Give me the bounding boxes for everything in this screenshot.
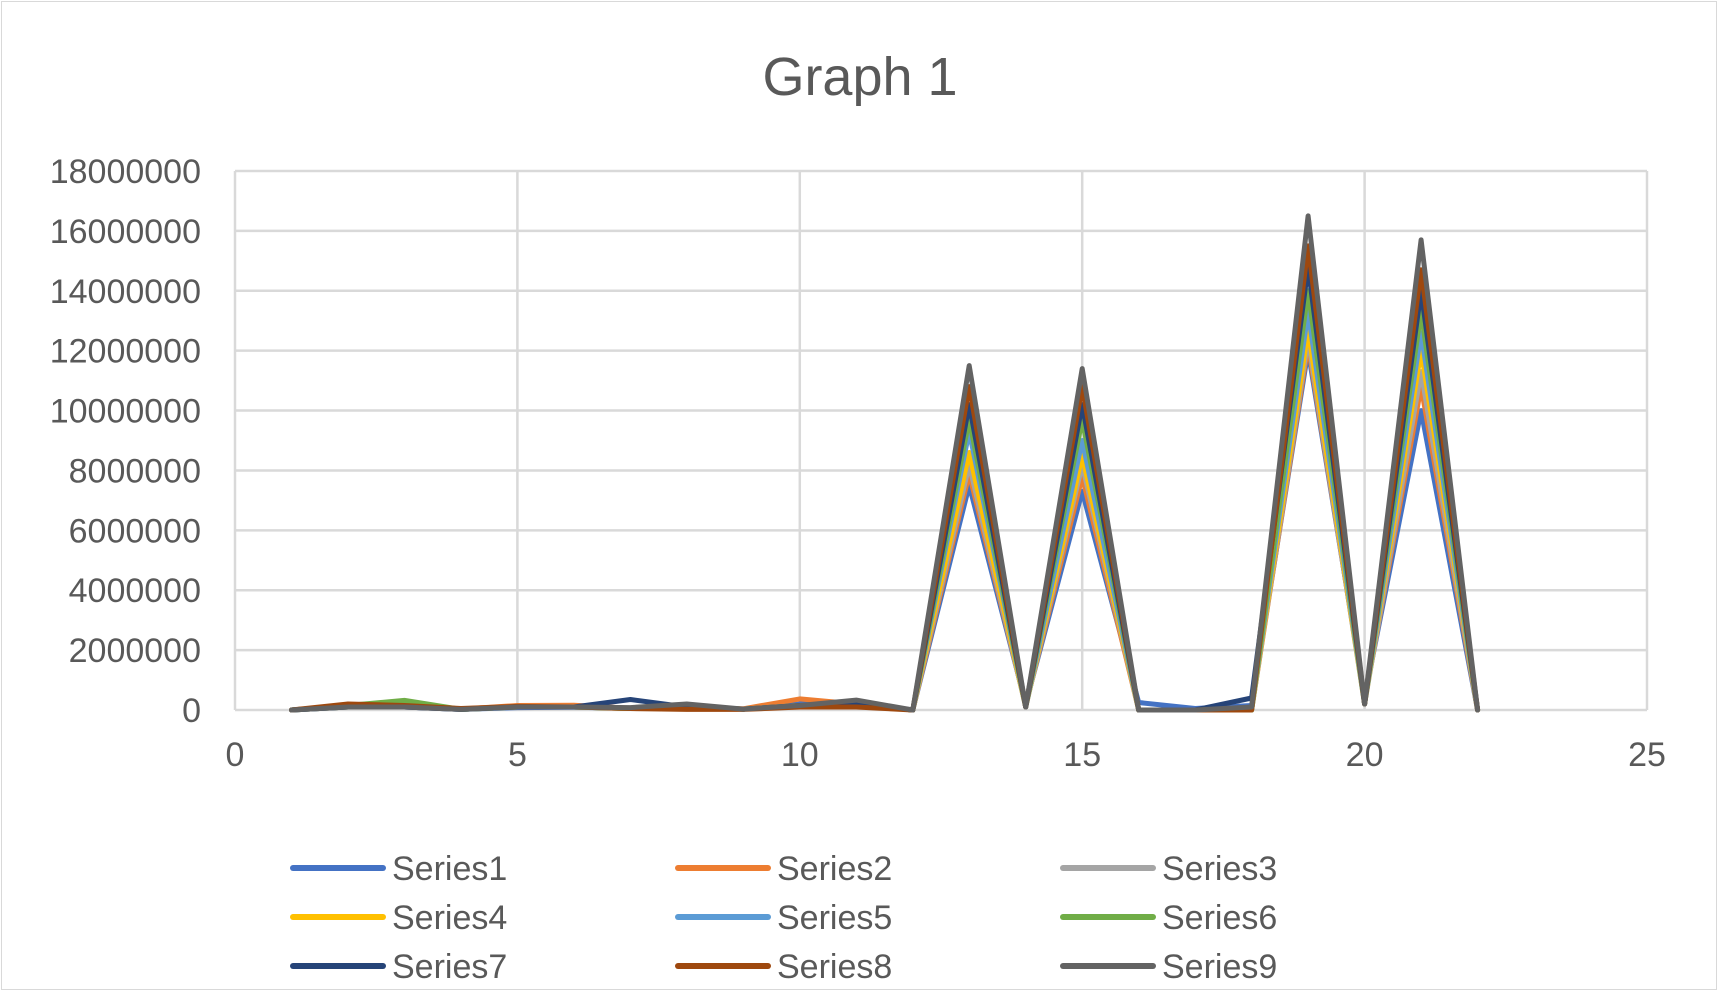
legend-label-8: Series8 [777, 948, 892, 986]
chart-title: Graph 1 [762, 47, 957, 107]
legend-label-1: Series1 [392, 850, 507, 888]
y-tick-label: 14000000 [50, 273, 201, 311]
y-tick-label: 2000000 [69, 632, 201, 670]
legend-label-7: Series7 [392, 948, 507, 986]
y-tick-label: 16000000 [50, 213, 201, 251]
y-tick-label: 6000000 [69, 512, 201, 550]
series-lines [289, 213, 1481, 713]
legend-label-4: Series4 [392, 899, 507, 937]
series-line-8 [289, 243, 1481, 713]
y-axis-ticks: 0 2000000 4000000 6000000 8000000 10000000 120… [50, 153, 201, 730]
legend-label-5: Series5 [777, 899, 892, 937]
x-tick-label: 5 [508, 736, 527, 774]
x-tick-label: 15 [1063, 736, 1101, 774]
x-tick-label: 0 [226, 736, 245, 774]
y-tick-label: 4000000 [69, 572, 201, 610]
legend-label-3: Series3 [1162, 850, 1277, 888]
series-line-6 [289, 288, 1481, 713]
y-tick-label: 18000000 [50, 153, 201, 191]
y-tick-label: 10000000 [50, 393, 201, 431]
x-tick-label: 25 [1628, 736, 1666, 774]
y-tick-label: 12000000 [50, 333, 201, 371]
x-tick-label: 10 [781, 736, 819, 774]
y-tick-label: 0 [182, 692, 201, 730]
x-axis-ticks: 0 5 10 15 20 25 [226, 736, 1666, 774]
legend-label-9: Series9 [1162, 948, 1277, 986]
x-tick-label: 20 [1346, 736, 1384, 774]
legend-label-6: Series6 [1162, 899, 1277, 937]
series-line-9 [289, 213, 1481, 713]
y-tick-label: 8000000 [69, 452, 201, 490]
legend-label-2: Series2 [777, 850, 892, 888]
legend: Series1 Series2 Series3 Series4 Series5 Serie… [290, 850, 1277, 986]
